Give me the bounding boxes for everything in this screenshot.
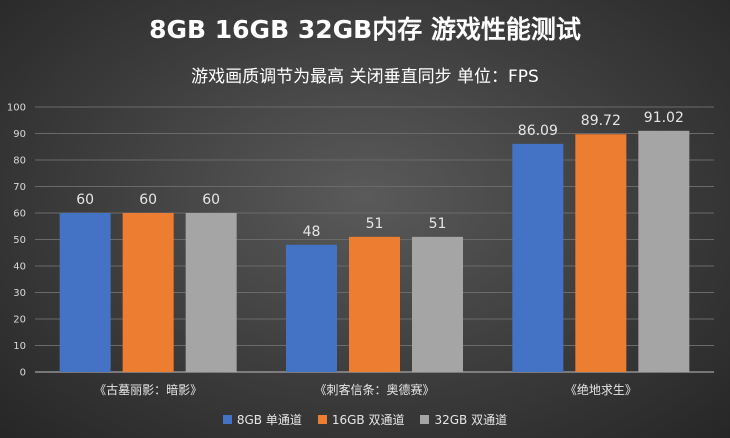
bar [575,134,627,372]
bar [122,213,174,372]
data-label: 60 [76,192,94,208]
legend-item: 16GB 双通道 [317,411,405,428]
x-tick-label: 《绝地求生》 [565,382,637,397]
bar [512,143,564,372]
chart-title: 8GB 16GB 32GB内存 游戏性能测试 [149,15,581,44]
y-tick-label: 90 [13,129,26,140]
data-label: 51 [429,216,447,232]
bar [638,130,690,372]
bar [59,213,111,372]
legend-swatch [222,415,232,424]
bar [412,236,463,372]
legend-label: 32GB 双通道 [434,413,508,427]
y-tick-label: 50 [13,235,26,246]
data-label: 51 [366,216,384,232]
y-tick-label: 0 [20,368,26,379]
legend-swatch [317,415,327,424]
y-tick-label: 60 [13,209,26,220]
y-tick-label: 40 [13,262,26,273]
legend-swatch [420,415,430,424]
data-label: 91.02 [644,110,684,126]
legend-label: 16GB 双通道 [331,413,405,427]
x-tick-label: 《刺客信条：奥德赛》 [314,382,434,397]
x-tick-label: 《古墓丽影：暗影》 [94,382,202,397]
y-tick-label: 30 [13,288,26,299]
data-label: 89.72 [581,113,621,129]
y-tick-label: 70 [13,182,26,193]
legend-label: 8GB 单通道 [236,413,302,427]
bar [286,244,337,372]
bar [185,213,237,372]
y-tick-label: 80 [13,156,26,167]
data-label: 60 [139,192,157,208]
y-tick-label: 10 [13,341,26,352]
bar [349,236,400,372]
chart-legend: 8GB 单通道 16GB 双通道 32GB 双通道 [0,411,730,428]
data-label: 48 [303,224,321,240]
legend-item: 8GB 单通道 [222,411,302,428]
data-label: 86.09 [518,123,558,139]
legend-item: 32GB 双通道 [420,411,507,428]
y-tick-label: 20 [13,315,26,326]
data-label: 60 [202,192,220,208]
y-tick-label: 100 [7,103,26,114]
chart-subtitle: 游戏画质调节为最高 关闭垂直同步 单位：FPS [191,67,539,87]
